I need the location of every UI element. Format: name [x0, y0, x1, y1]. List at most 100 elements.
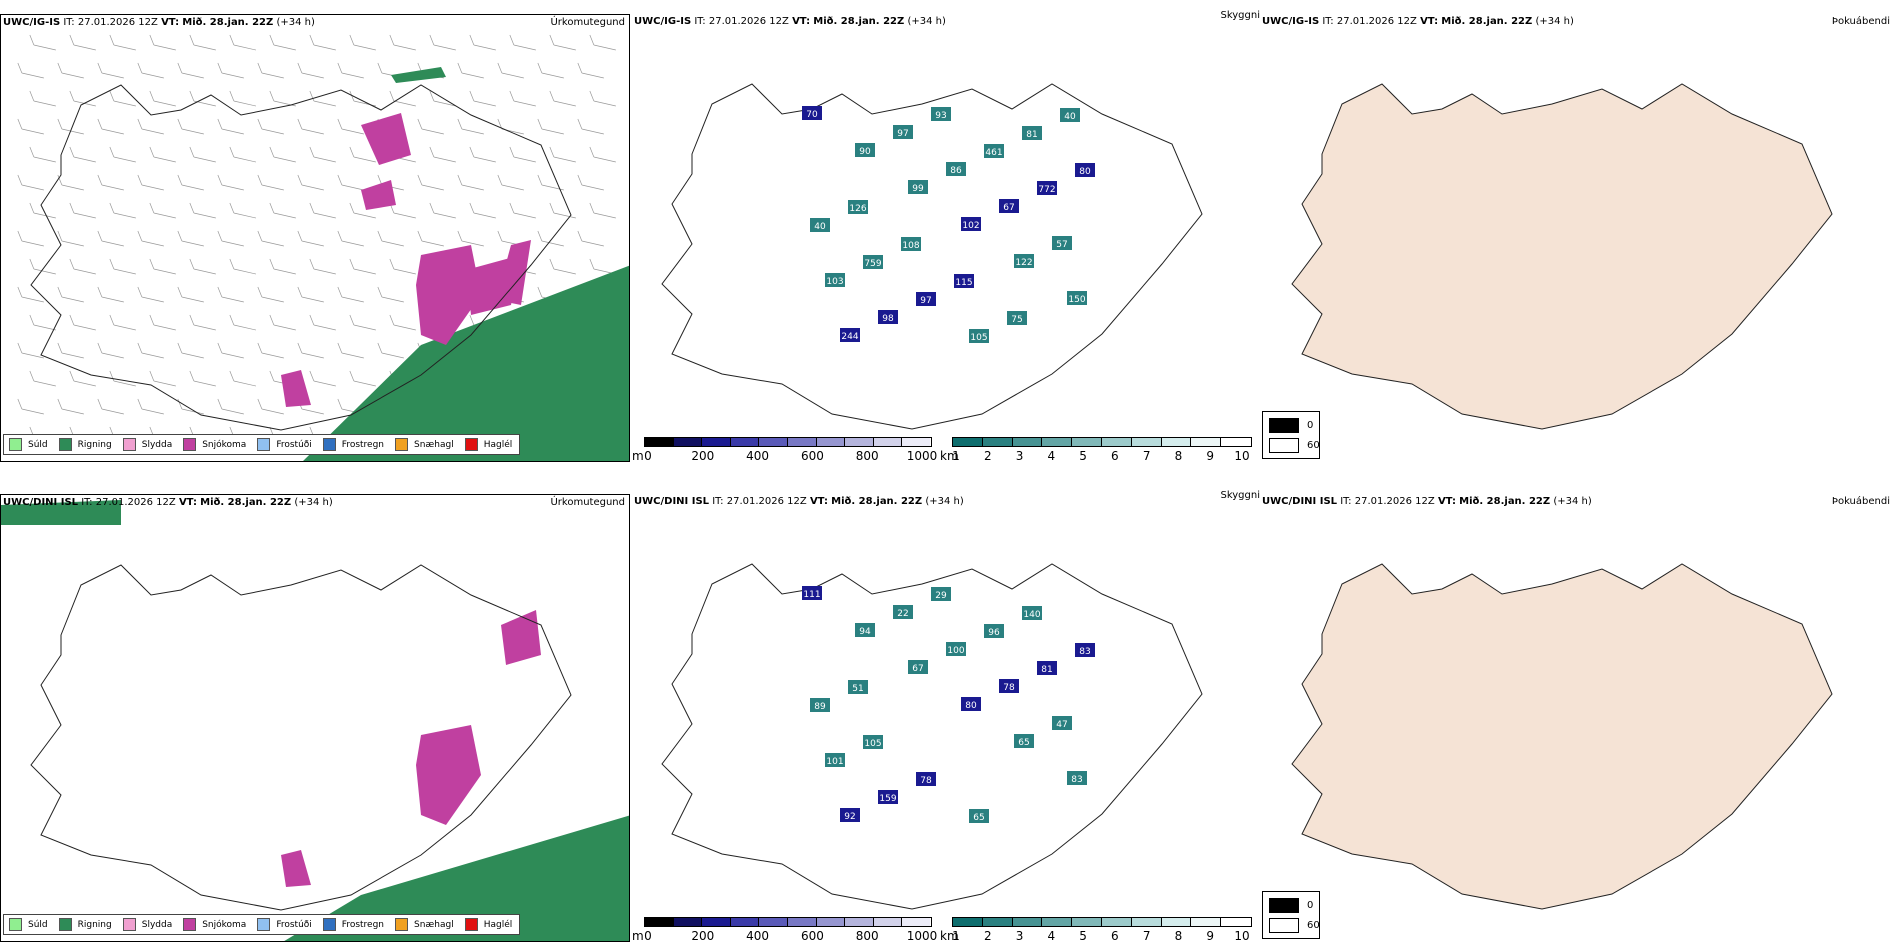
legend-label: Frostúði [276, 919, 312, 930]
panel-title: Skyggni [1220, 10, 1260, 21]
snow-depth-label: 100 [947, 646, 964, 656]
legend-item: Frostregn [322, 438, 384, 451]
snow-depth-label: 105 [970, 333, 987, 343]
snow-depth-marker [946, 162, 966, 176]
legend-item: Rigning [58, 918, 112, 931]
snow-depth-marker [1052, 236, 1072, 250]
snow-depth-label: 67 [912, 664, 923, 674]
rain-area [303, 67, 629, 461]
snow-areas [281, 610, 541, 887]
colorbar-tick: 6 [1111, 929, 1119, 943]
snow-depth-marker [999, 679, 1019, 693]
fog-legend-swatch [1269, 438, 1299, 453]
snow-depth-label: 115 [955, 278, 972, 288]
snow-depth-marker [1037, 181, 1057, 195]
snow-depth-colorbar: m 0 200 400 600 800 1000 [632, 437, 937, 465]
panel-title: Úrkomutegund [550, 17, 625, 28]
legend-swatch [58, 918, 72, 931]
snow-depth-label: 126 [849, 204, 866, 214]
fog-panel: UWC/DINI ISL IT: 27.01.2026 12Z VT: Mið.… [1262, 494, 1900, 950]
snow-depth-marker [1075, 163, 1095, 177]
snow-depth-label: 93 [935, 111, 946, 121]
fog-legend: 0 60 [1262, 891, 1320, 939]
colorbar-unit: m [632, 449, 644, 463]
snow-depth-label: 78 [920, 776, 932, 786]
snow-depth-label: 140 [1023, 610, 1040, 620]
colorbar-swatch [702, 918, 731, 926]
snow-depth-label: 96 [988, 628, 1000, 638]
colorbar-swatch [982, 438, 1013, 446]
snow-depth-marker [878, 310, 898, 324]
fog-panel: UWC/IG-IS IT: 27.01.2026 12Z VT: Mið. 28… [1262, 14, 1900, 474]
colorbar-tick: 8 [1174, 929, 1183, 943]
fog-legend-swatch [1269, 898, 1299, 913]
colorbar-tick: 5 [1079, 929, 1087, 943]
snow-depth-label: 244 [841, 332, 858, 342]
legend-swatch [58, 438, 72, 451]
legend-label: Slydda [141, 439, 173, 450]
legend-label: Snjókoma [202, 439, 247, 450]
legend-item: Súld [9, 918, 48, 931]
snow-depth-marker [825, 273, 845, 287]
snow-depth-label: 40 [814, 222, 826, 232]
visibility-panel: 70 90 99 102 122 150 244 97 86 67 57 103 98 93 461 772 4… [632, 10, 1262, 474]
fog-legend-label: 0 [1307, 900, 1314, 911]
precip-type-legend: Súld Rigning Slydda Snjókoma Frostúði Frostre… [3, 434, 521, 455]
colorbar-swatch [1221, 438, 1250, 446]
legend-swatch [395, 438, 409, 451]
colorbar-tick: 1 [952, 929, 960, 943]
colorbar-swatch [845, 438, 874, 446]
legend-swatch [122, 438, 136, 451]
snow-depth-marker [1067, 291, 1087, 305]
colorbar-swatch [1042, 918, 1073, 926]
colorbar-swatch [953, 918, 983, 926]
panel-title: Skyggni [1220, 490, 1260, 501]
colorbar-swatch [982, 918, 1013, 926]
snow-depth-label: 78 [1003, 683, 1015, 693]
panel-title: Þokuábendi [1831, 16, 1890, 27]
snow-depth-marker [840, 808, 860, 822]
snow-depth-label: 80 [965, 701, 977, 711]
colorbar-swatch [1161, 438, 1192, 446]
legend-label: Rigning [77, 439, 112, 450]
colorbar-swatch [1191, 438, 1222, 446]
colorbar-swatch [873, 918, 903, 926]
colorbar-tick: 0 [644, 449, 652, 463]
snow-depth-marker [802, 106, 822, 120]
snow-depth-label: 101 [826, 757, 843, 767]
fog-legend-item: 0 [1269, 898, 1313, 913]
colorbar-tick: 400 [746, 929, 770, 943]
colorbar-tick: 600 [800, 929, 824, 943]
colorbar-swatch [1161, 918, 1192, 926]
snow-depth-label: 81 [1026, 130, 1037, 140]
snow-depth-marker [1007, 311, 1027, 325]
snow-depth-label: 83 [1079, 647, 1090, 657]
visibility-panel: 111 94 67 80 65 83 92 22 100 78 47 101 159 29 96 81 89 10… [632, 490, 1262, 950]
colorbar-unit: km [940, 449, 959, 463]
colorbar-swatch [787, 438, 817, 446]
snow-depth-marker [802, 586, 822, 600]
fog-legend-item: 0 [1269, 418, 1313, 433]
snow-depth-label: 122 [1015, 258, 1032, 268]
snow-depth-marker [1022, 126, 1042, 140]
snow-depth-label: 150 [1068, 295, 1085, 305]
legend-item: Súld [9, 438, 48, 451]
colorbar-swatch [1072, 438, 1102, 446]
colorbar-tick: 200 [691, 929, 715, 943]
fog-legend-label: 60 [1307, 920, 1320, 931]
visibility-map: 70 90 99 102 122 150 244 97 86 67 57 103 98 93 461 772 4… [661, 83, 1203, 430]
colorbar-tick: 10 [1234, 449, 1250, 463]
panel-header: UWC/DINI ISL IT: 27.01.2026 12Z VT: Mið.… [3, 497, 333, 508]
colorbar-tick: 5 [1079, 449, 1087, 463]
snow-depth-marker [969, 329, 989, 343]
snow-depth-marker [1060, 108, 1080, 122]
snow-depth-label: 89 [814, 702, 826, 712]
snow-depth-marker [810, 698, 830, 712]
colorbar-swatch [1012, 918, 1043, 926]
colorbar-tick: 2 [983, 449, 992, 463]
legend-label: Súld [28, 439, 48, 450]
colorbar-swatch [645, 918, 674, 926]
precip-type-panel: UWC/IG-IS IT: 27.01.2026 12Z VT: Mið. 28… [0, 14, 630, 462]
legend-swatch [464, 918, 478, 931]
legend-item: Frostúði [257, 918, 312, 931]
